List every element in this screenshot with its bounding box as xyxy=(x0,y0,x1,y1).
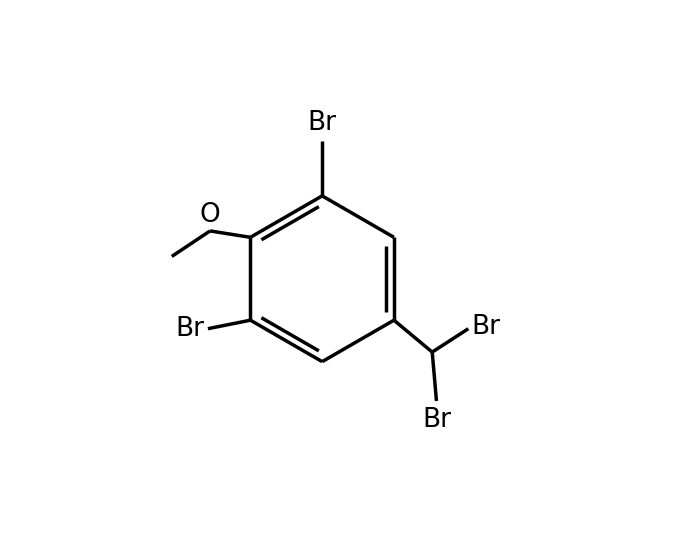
Text: Br: Br xyxy=(308,109,336,136)
Text: Br: Br xyxy=(422,407,451,433)
Text: Br: Br xyxy=(472,314,500,339)
Text: O: O xyxy=(199,201,220,227)
Text: Br: Br xyxy=(176,316,204,342)
